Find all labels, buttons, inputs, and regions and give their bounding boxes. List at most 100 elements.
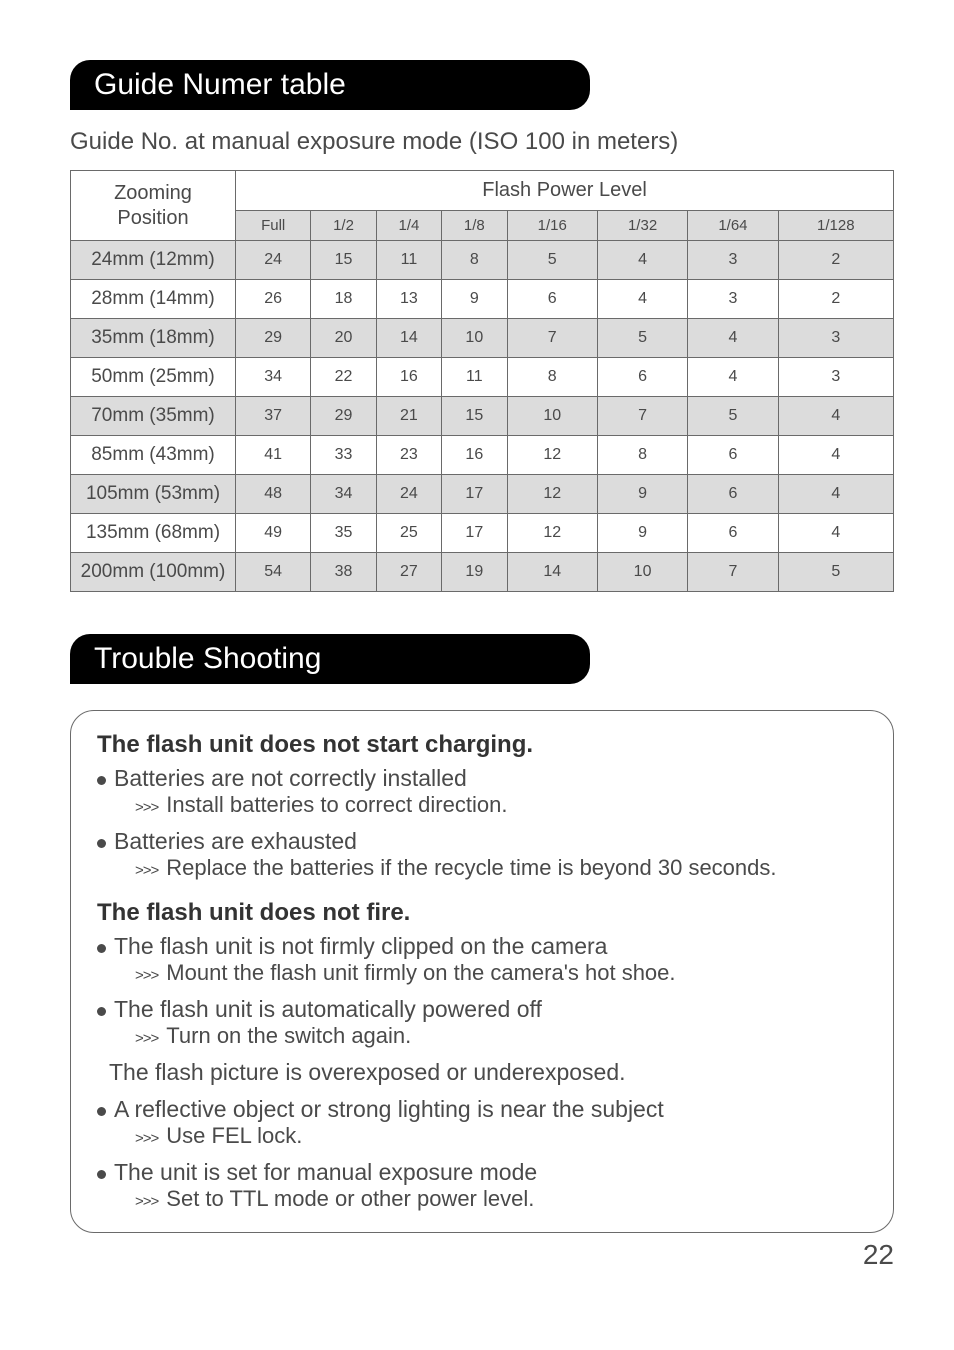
section-header-trouble: Trouble Shooting — [70, 634, 590, 684]
cell: 24 — [376, 475, 441, 514]
solution-text: Turn on the switch again. — [166, 1023, 411, 1049]
cell: 11 — [376, 241, 441, 280]
bullet-icon — [97, 944, 106, 953]
th-zoom-l1: Zooming — [114, 182, 192, 204]
cell: 54 — [236, 553, 311, 592]
guide-number-table: Zooming Position Flash Power Level Full1… — [70, 170, 894, 592]
cause-text: A reflective object or strong lighting i… — [114, 1096, 664, 1123]
cause-line: The flash unit is not firmly clipped on … — [97, 933, 867, 960]
cell: 4 — [778, 475, 893, 514]
th-zoom-l2: Position — [117, 207, 188, 229]
table-row: 200mm (100mm)54382719141075 — [71, 553, 894, 592]
cell: 20 — [311, 319, 376, 358]
solution-text: Mount the flash unit firmly on the camer… — [166, 960, 675, 986]
chevron-icon: >>> — [135, 792, 158, 818]
th-power-col: 1/8 — [442, 211, 507, 241]
bullet-icon — [97, 1107, 106, 1116]
row-label: 35mm (18mm) — [71, 319, 236, 358]
cell: 22 — [311, 358, 376, 397]
cell: 5 — [507, 241, 597, 280]
cell: 10 — [507, 397, 597, 436]
th-zooming: Zooming Position — [71, 171, 236, 241]
cell: 14 — [507, 553, 597, 592]
chevron-icon: >>> — [135, 1023, 158, 1049]
cell: 15 — [442, 397, 507, 436]
cause-line: The flash unit is automatically powered … — [97, 996, 867, 1023]
cell: 24 — [236, 241, 311, 280]
table-row: 70mm (35mm)3729211510754 — [71, 397, 894, 436]
cell: 8 — [442, 241, 507, 280]
chevron-icon: >>> — [135, 855, 158, 881]
cell: 4 — [778, 514, 893, 553]
cell: 16 — [442, 436, 507, 475]
cell: 29 — [311, 397, 376, 436]
cell: 49 — [236, 514, 311, 553]
cell: 8 — [597, 436, 687, 475]
cell: 3 — [778, 358, 893, 397]
cell: 7 — [597, 397, 687, 436]
cell: 5 — [778, 553, 893, 592]
issue-title-1: The flash unit does not start charging. — [97, 731, 867, 759]
table-row: 85mm (43mm)4133231612864 — [71, 436, 894, 475]
th-power-col: 1/64 — [688, 211, 778, 241]
row-label: 28mm (14mm) — [71, 280, 236, 319]
row-label: 70mm (35mm) — [71, 397, 236, 436]
bullet-icon — [97, 776, 106, 785]
cell: 19 — [442, 553, 507, 592]
cause-text: The flash unit is not firmly clipped on … — [114, 933, 607, 960]
solution-text: Set to TTL mode or other power level. — [166, 1186, 534, 1212]
cell: 4 — [597, 280, 687, 319]
row-label: 105mm (53mm) — [71, 475, 236, 514]
cell: 7 — [688, 553, 778, 592]
cell: 14 — [376, 319, 441, 358]
cell: 4 — [688, 319, 778, 358]
cell: 9 — [442, 280, 507, 319]
th-power-col: 1/16 — [507, 211, 597, 241]
cell: 23 — [376, 436, 441, 475]
cell: 29 — [236, 319, 311, 358]
section-header-guide: Guide Numer table — [70, 60, 590, 110]
cause-line: Batteries are exhausted — [97, 828, 867, 855]
th-flash-power: Flash Power Level — [236, 171, 894, 211]
th-power-col: 1/128 — [778, 211, 893, 241]
cause-text: Batteries are exhausted — [114, 828, 357, 855]
th-power-col: 1/32 — [597, 211, 687, 241]
cell: 12 — [507, 436, 597, 475]
solution-line: >>> Replace the batteries if the recycle… — [135, 855, 867, 881]
cell: 18 — [311, 280, 376, 319]
solution-line: >>> Install batteries to correct directi… — [135, 792, 867, 818]
cell: 4 — [778, 436, 893, 475]
cell: 12 — [507, 514, 597, 553]
th-power-col: 1/2 — [311, 211, 376, 241]
table-row: 35mm (18mm)292014107543 — [71, 319, 894, 358]
cell: 17 — [442, 475, 507, 514]
cell: 38 — [311, 553, 376, 592]
cell: 6 — [688, 475, 778, 514]
chevron-icon: >>> — [135, 1186, 158, 1212]
cell: 5 — [688, 397, 778, 436]
cell: 11 — [442, 358, 507, 397]
bullet-icon — [97, 839, 106, 848]
table-row: 24mm (12mm)24151185432 — [71, 241, 894, 280]
cause-line: The unit is set for manual exposure mode — [97, 1159, 867, 1186]
table-row: 28mm (14mm)26181396432 — [71, 280, 894, 319]
solution-text: Install batteries to correct direction. — [166, 792, 507, 818]
row-label: 135mm (68mm) — [71, 514, 236, 553]
cell: 17 — [442, 514, 507, 553]
th-power-col: 1/4 — [376, 211, 441, 241]
cell: 4 — [688, 358, 778, 397]
cell: 26 — [236, 280, 311, 319]
th-power-col: Full — [236, 211, 311, 241]
cell: 48 — [236, 475, 311, 514]
cell: 3 — [688, 280, 778, 319]
cell: 9 — [597, 514, 687, 553]
solution-line: >>> Use FEL lock. — [135, 1123, 867, 1149]
table-row: 105mm (53mm)4834241712964 — [71, 475, 894, 514]
cell: 27 — [376, 553, 441, 592]
cell: 12 — [507, 475, 597, 514]
cause-line: A reflective object or strong lighting i… — [97, 1096, 867, 1123]
solution-line: >>> Turn on the switch again. — [135, 1023, 867, 1049]
cell: 3 — [778, 319, 893, 358]
cause-text: Batteries are not correctly installed — [114, 765, 467, 792]
cause-line: Batteries are not correctly installed — [97, 765, 867, 792]
